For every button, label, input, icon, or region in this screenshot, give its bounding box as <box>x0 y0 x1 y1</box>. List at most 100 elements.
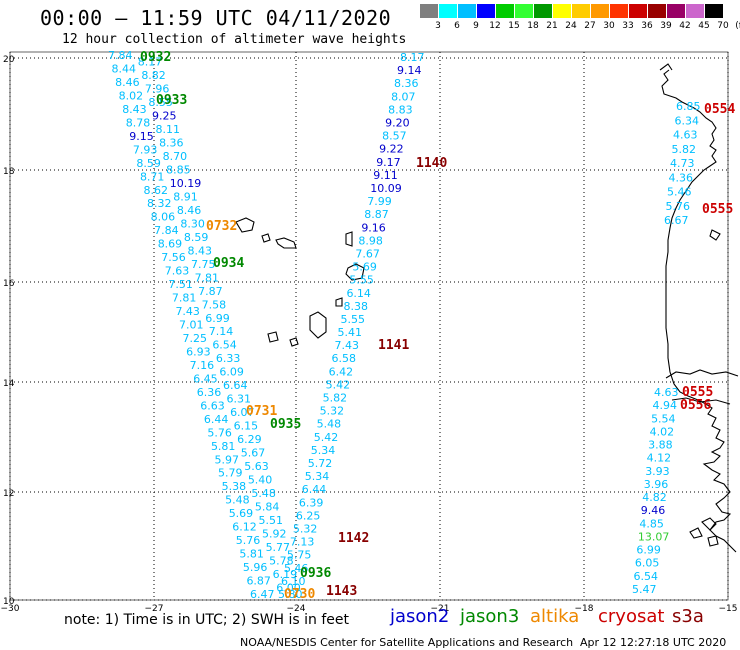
wave-height-value: 8.59 <box>136 157 161 170</box>
colorbar-swatch <box>667 4 685 18</box>
wave-height-value: 5.34 <box>305 470 330 483</box>
wave-height-value: 5.79 <box>218 467 243 480</box>
wave-height-value: 5.46 <box>284 562 309 575</box>
legend-s3a: s3a <box>672 606 704 627</box>
colorbar-label: 15 <box>508 21 520 31</box>
longitude-label: −21 <box>431 604 450 614</box>
pass-id-label: 0936 <box>300 566 331 581</box>
pass-id-label: 1140 <box>416 156 447 171</box>
wave-height-value: 5.82 <box>672 143 697 156</box>
wave-height-value: 7.84 <box>154 224 179 237</box>
wave-height-value: 5.46 <box>667 186 692 199</box>
wave-height-value: 5.67 <box>241 447 266 460</box>
colorbar-swatch <box>648 4 666 18</box>
wave-height-value: 4.73 <box>670 157 695 170</box>
wave-height-value: 6.54 <box>633 570 658 583</box>
colorbar-label: 6 <box>454 21 460 31</box>
pass-id-label: 0732 <box>206 219 237 234</box>
colorbar-swatch <box>439 4 457 18</box>
longitude-label: −18 <box>575 604 594 614</box>
altimeter-tracks: 7.848.178.448.828.467.968.028.558.439.25… <box>108 49 701 601</box>
wave-height-value: 7.99 <box>367 195 392 208</box>
pass-id-label: 0730 <box>284 587 315 602</box>
wave-height-value: 7.93 <box>133 143 158 156</box>
wave-height-value: 5.78 <box>269 554 294 567</box>
colorbar-label: 12 <box>489 21 501 31</box>
legend-altika: altika <box>530 606 580 627</box>
map-subtitle: 12 hour collection of altimeter wave hei… <box>62 32 407 47</box>
wave-height-value: 8.17 <box>138 56 163 69</box>
wave-height-value: 5.38 <box>222 480 247 493</box>
wave-height-value: 4.02 <box>650 425 675 438</box>
wave-height-value: 6.09 <box>219 366 244 379</box>
wave-height-value: 8.91 <box>173 190 198 203</box>
wave-height-value: 3.93 <box>645 465 670 478</box>
wave-height-value: 6.64 <box>223 379 248 392</box>
map-frame <box>9 51 729 601</box>
wave-height-value: 5.63 <box>244 460 269 473</box>
latitude-label: 14 <box>3 379 15 389</box>
colorbar-label: 18 <box>527 21 539 31</box>
pass-id-label: 0933 <box>156 93 187 108</box>
colorbar-swatch <box>458 4 476 18</box>
colorbar-label: (ft) <box>735 21 740 31</box>
wave-height-value: 7.16 <box>190 359 215 372</box>
wave-height-value: 6.58 <box>332 352 357 365</box>
wave-height-value: 8.46 <box>115 76 140 89</box>
wave-height-value: 5.32 <box>293 523 318 536</box>
cape-verde-santo-antao <box>235 217 255 233</box>
wave-height-value: 6.36 <box>197 386 222 399</box>
wave-height-value: 7.56 <box>161 251 186 264</box>
cape-verde-sao-nicolau <box>275 237 297 249</box>
lat-lon-grid: 20 18 16 14 12 10−30 −27 −24 −21 −18 −15 <box>1 51 738 614</box>
wave-height-value: 6.29 <box>237 433 261 446</box>
colorbar-label: 24 <box>565 21 577 31</box>
cape-verde-brava <box>289 337 299 347</box>
wave-height-value: 7.84 <box>108 49 133 62</box>
wave-height-value: 9.17 <box>376 156 401 169</box>
wave-height-value: 8.07 <box>391 90 416 103</box>
wave-height-value: 8.62 <box>144 184 169 197</box>
colorbar-swatch <box>705 4 723 18</box>
colorbar-label: 21 <box>546 21 558 31</box>
cape-verde-fogo <box>267 331 279 343</box>
latitude-label: 18 <box>3 167 15 177</box>
wave-height-value: 6.39 <box>299 496 324 509</box>
wave-height-value: 8.06 <box>151 211 176 224</box>
wave-height-value: 5.80 <box>278 588 303 601</box>
wave-height-value: 7.87 <box>198 285 223 298</box>
latitude-label: 10 <box>3 597 15 607</box>
colorbar-swatch <box>629 4 647 18</box>
wave-height-value: 9.15 <box>129 130 154 143</box>
wave-height-value: 5.77 <box>266 541 291 554</box>
colorbar-swatch <box>515 4 533 18</box>
colorbar-label: 45 <box>698 21 710 31</box>
western-sahara-coast-a <box>659 63 673 71</box>
wave-height-value: 6.31 <box>227 393 252 406</box>
wave-height-value: 6.67 <box>664 214 689 227</box>
wave-height-value: 6.85 <box>676 100 701 113</box>
colorbar-swatch <box>572 4 590 18</box>
wave-height-value: 5.42 <box>326 378 351 391</box>
wave-height-value: 5.84 <box>255 500 279 513</box>
wave-height-value: 6.00 <box>276 581 301 594</box>
longitude-label: −15 <box>719 604 738 614</box>
latitude-label: 12 <box>3 489 14 499</box>
wave-height-value: 8.59 <box>184 231 209 244</box>
wave-height-value: 6.99 <box>636 544 661 557</box>
coastline <box>235 63 739 553</box>
wave-height-value: 5.48 <box>251 487 276 500</box>
wave-height-value: 7.13 <box>290 536 315 549</box>
wave-height-value: 4.36 <box>669 171 694 184</box>
pass-id-label: 0554 <box>704 102 735 117</box>
wave-height-value: 4.63 <box>654 386 679 399</box>
footer-note: note: 1) Time is in UTC; 2) SWH is in fe… <box>64 612 350 628</box>
wave-height-value: 7.01 <box>179 319 204 332</box>
wave-height-value: 6.15 <box>234 420 259 433</box>
colorbar-swatch <box>686 4 704 18</box>
wave-height-value: 8.70 <box>163 150 188 163</box>
wave-height-value: 7.81 <box>172 292 197 305</box>
pass-id-label: 0556 <box>680 398 711 413</box>
legend-jason2: jason2 <box>390 606 450 627</box>
